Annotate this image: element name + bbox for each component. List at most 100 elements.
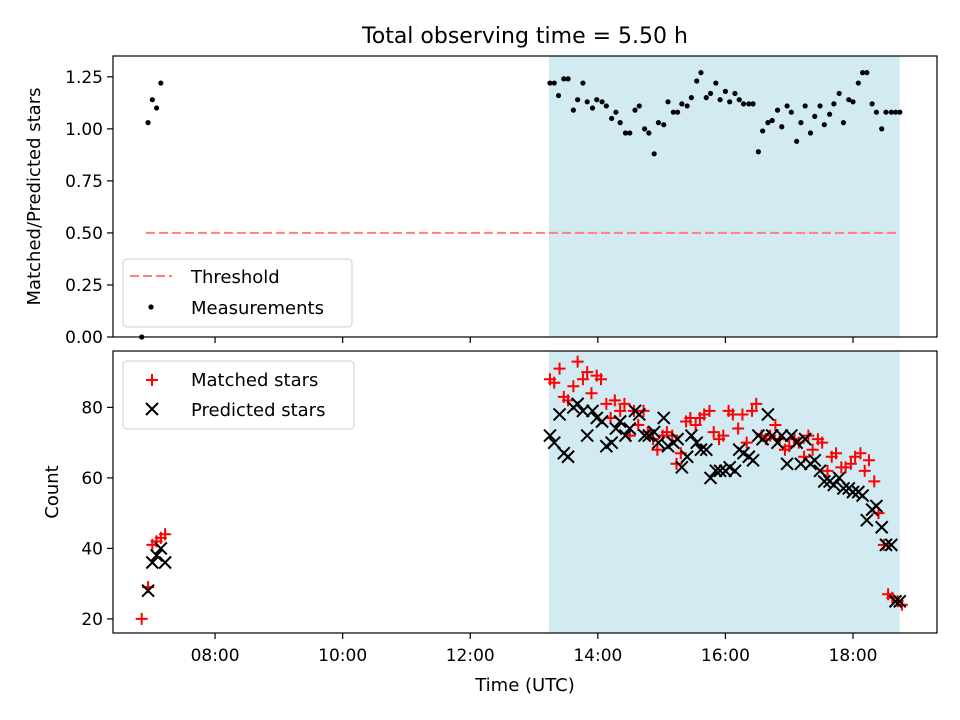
measurement-point [589,105,596,111]
measurement-point [632,107,638,113]
predicted-star-point [613,414,627,429]
measurement-point [755,149,761,155]
matched-star-point [829,447,842,460]
measurement-point [547,80,553,86]
measurement-point [613,109,619,115]
predicted-star-point [746,453,760,467]
measurement-point [859,70,866,76]
measurement-point [642,126,648,132]
predicted-star-point [618,428,633,443]
measurement-point [594,97,600,103]
measurement-point [609,115,615,122]
measurement-point [883,109,889,115]
matched-star-point [689,419,702,432]
predicted-star-point [585,404,600,418]
measurement-point [765,120,771,126]
measurement-point [812,113,818,119]
predicted-star-point [684,428,699,443]
ratio-legend: Threshold Measurements [122,258,353,328]
measurement-point [145,120,151,126]
count-panel: 20 40 60 80 08:00 10:00 12:00 14:00 16:00 18:00 C… [42,350,938,696]
predicted-star-point [784,428,799,443]
count-y-axis-label: Count [42,465,63,518]
predicted-star-point [703,471,718,485]
x-tick-label: 16:00 [701,646,750,666]
measurement-point [831,101,837,107]
measurement-point [698,70,704,76]
predicted-star-point [149,548,164,563]
predicted-star-point [623,421,637,436]
measurement-point [627,130,633,136]
measurement-point [599,99,605,105]
measurement-point [646,130,652,136]
measurement-point [722,88,729,94]
measurement-point [153,105,160,111]
measurement-point [665,99,671,105]
matched-star-point [854,447,867,460]
measurement-point [836,90,842,97]
matched-star-point [769,419,782,432]
predicted-star-point [846,485,860,499]
predicted-star-point [694,442,708,457]
measurement-point [784,103,790,109]
predicted-star-point [604,435,619,450]
count-points [135,355,908,625]
measurement-point [850,99,856,105]
predicted-star-point [770,435,785,450]
x-tick-label: 14:00 [573,646,622,666]
predicted-star-point [595,414,609,429]
predicted-star-point [690,435,704,450]
measurement-point [551,80,557,86]
matched-star-point [868,475,881,488]
count-legend: Matched stars Predicted stars [122,360,355,430]
ratio-panel: 0.00 0.25 0.50 0.75 1.00 1.25 Matched/Predict… [24,55,938,348]
measurement-point [788,109,794,115]
matched-star-point [750,397,763,410]
measurement-point [565,76,571,82]
matched-star-point [159,528,172,541]
matched-star-point [576,373,589,386]
predicted-star-point [651,435,666,450]
ratio-legend-box [122,258,353,328]
predicted-star-point [827,478,841,492]
matched-star-point [608,394,621,407]
legend-measurements-swatch [148,304,154,310]
y-tick-label: 60 [81,469,103,489]
measurement-point [688,95,694,101]
predicted-star-point [158,555,172,570]
legend-threshold-label: Threshold [190,267,280,288]
y-tick-label: 80 [81,398,103,418]
measurement-point [670,109,676,115]
matched-star-point [600,397,613,410]
matched-star-point [571,355,584,368]
measurement-point [679,101,685,107]
matched-star-point [618,397,631,410]
measurement-point [817,103,823,109]
predicted-star-point [154,541,168,556]
predicted-star-point [780,457,794,471]
predicted-star-point [543,428,557,443]
measurement-point [575,97,581,103]
measurement-point [707,90,714,97]
matched-star-point [595,373,608,386]
matched-star-point [821,464,834,477]
predicted-star-point [547,435,561,450]
predicted-star-point [713,464,727,478]
predicted-star-point [875,520,889,534]
y-tick-label: 0.75 [65,172,103,192]
measurement-point [636,103,642,109]
measurement-point [774,107,781,113]
predicted-star-point [794,457,808,471]
matched-star-point [553,362,566,375]
ratio-axes: 0.00 0.25 0.50 0.75 1.00 1.25 [65,68,854,348]
measurement-point [617,120,623,126]
predicted-star-point [145,555,160,570]
x-tick-label: 12:00 [446,646,495,666]
measurement-point [827,111,833,117]
legend-predicted-swatch [145,402,159,416]
matched-star-point [858,464,871,477]
matched-star-point [862,454,875,467]
measurement-point [802,103,808,109]
matched-star-point [732,422,745,435]
predicted-star-point [675,460,689,475]
